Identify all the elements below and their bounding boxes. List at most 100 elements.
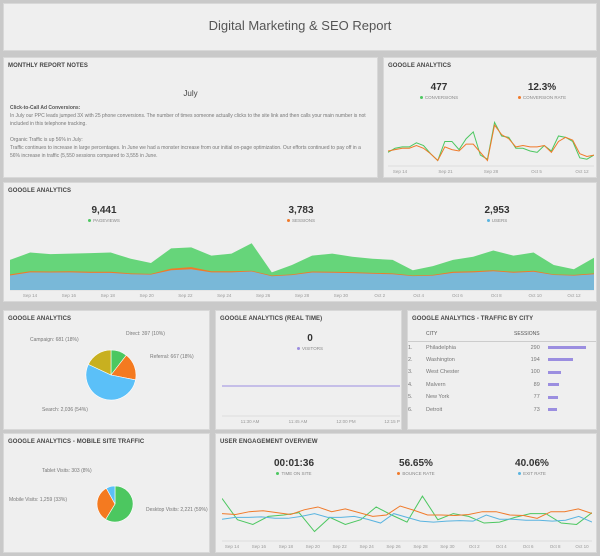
city-table: CITY SESSIONS 1. Philadelphia 290 2. Washingt… <box>408 327 596 416</box>
city-row: 3. West Chester 100 <box>408 366 596 379</box>
x-tick-label: Sep 16 <box>252 544 267 549</box>
x-tick-label: Oct 8 <box>550 544 561 549</box>
x-tick-label: 11:30 AM <box>241 419 260 424</box>
city-panel: GOOGLE ANALYTICS - TRAFFIC BY CITY CITY S… <box>407 310 597 430</box>
city-name: Malvern <box>426 381 446 388</box>
kpi-value: 12.3% <box>527 82 557 93</box>
kpi-label: BOUNCE RATE <box>402 471 435 476</box>
rank: 5. <box>408 394 413 401</box>
city-name: Detroit <box>426 406 443 413</box>
kpi-label: USERS <box>491 218 508 223</box>
notes-month: July <box>183 89 198 98</box>
kpi-label: PAGEVIEWS <box>93 218 120 223</box>
kpi-value: 00:01:36 <box>273 458 315 469</box>
x-tick-label: Oct 10 <box>575 544 589 549</box>
x-tick-label: Oct 6 <box>523 544 534 549</box>
kpi-value: 56.65% <box>399 458 433 469</box>
pie-label: Search: 2,036 (54%) <box>42 407 88 413</box>
notes-body: Click-to-Call Ad Conversions: In July ou… <box>10 104 369 160</box>
sources-pie-chart <box>85 349 137 401</box>
rank: 1. <box>408 344 413 351</box>
x-tick-label: Oct 12 <box>567 293 581 298</box>
engagement-panel: USER ENGAGEMENT OVERVIEW 00:01:36 TIME ON… <box>215 433 597 553</box>
header-panel: Digital Marketing & SEO Report <box>3 3 597 51</box>
x-tick-label: Sep 26 <box>256 293 271 298</box>
x-tick-label: Oct 2 <box>374 293 385 298</box>
pie-slice <box>85 363 136 401</box>
x-tick-label: 12:15 PM <box>384 419 400 424</box>
line-series <box>388 123 594 162</box>
x-tick-label: Sep 14 <box>23 293 38 298</box>
conversions-chart: Sep 14 Sep 21 Sep 28 Oct 5 Oct 12 <box>388 120 594 174</box>
sessions-value: 290 <box>530 344 540 351</box>
realtime-chart: 11:30 AM 11:45 AM 12:00 PM 12:15 PM <box>222 385 400 424</box>
sessions-bar <box>547 346 586 349</box>
x-tick-label: Sep 28 <box>413 544 428 549</box>
legend-dot <box>397 472 401 476</box>
pie-slice <box>105 485 134 523</box>
sessions-value: 89 <box>533 381 540 388</box>
kpi-label: CONVERSION RATE <box>522 95 567 100</box>
pie-label: Desktop Visits: 2,221 (59%) <box>146 507 208 513</box>
legend-dot <box>518 472 522 476</box>
city-row: 2. Washington 194 <box>408 354 596 367</box>
x-tick-label: Sep 18 <box>101 293 116 298</box>
panel-title: GOOGLE ANALYTICS - MOBILE SITE TRAFFIC <box>8 439 145 445</box>
city-name: Washington <box>426 356 455 363</box>
sessions-bar <box>547 408 558 412</box>
kpi-value: 477 <box>430 82 448 93</box>
x-tick-label: Sep 28 <box>484 169 499 174</box>
x-tick-label: Sep 21 <box>438 169 453 174</box>
kpi-label: TIME ON SITE <box>281 471 312 476</box>
x-tick-label: Sep 16 <box>62 293 77 298</box>
x-tick-label: Sep 20 <box>139 293 154 298</box>
col-sessions: SESSIONS <box>514 327 548 342</box>
x-tick-label: Oct 12 <box>575 169 589 174</box>
kpi-exit-rate: 40.06% EXIT RATE <box>482 458 582 476</box>
pie-slice <box>105 485 116 505</box>
sessions-value: 73 <box>533 406 540 413</box>
kpi-value: 0 <box>307 333 313 344</box>
notes-text: Traffic continues to increase in large p… <box>10 145 361 159</box>
pie-label: Mobile Visits: 1,259 (33%) <box>9 497 67 503</box>
kpi-label: SESSIONS <box>291 218 315 223</box>
mobile-pie-chart <box>96 485 134 523</box>
x-tick-label: Oct 4 <box>496 544 507 549</box>
legend-dot <box>297 347 301 351</box>
sessions-bar <box>547 383 560 387</box>
sessions-bar <box>547 395 558 399</box>
panel-title: GOOGLE ANALYTICS <box>388 63 452 69</box>
pie-label: Referral: 667 (18%) <box>150 354 194 360</box>
sessions-value: 100 <box>530 369 540 376</box>
panel-title: GOOGLE ANALYTICS <box>8 188 72 194</box>
legend-dot <box>419 96 423 100</box>
x-tick-label: Sep 24 <box>217 293 232 298</box>
city-name: Philadelphia <box>426 344 456 351</box>
x-tick-label: Sep 30 <box>440 544 455 549</box>
rank: 6. <box>408 406 413 413</box>
sessions-bar <box>547 358 574 362</box>
x-tick-label: Oct 4 <box>413 293 424 298</box>
sessions-bar <box>547 370 561 374</box>
city-row: 5. New York 77 <box>408 391 596 404</box>
traffic-area-chart: Sep 14 Sep 16 Sep 18 Sep 20 Sep 22 Sep 24 Sep … <box>10 243 594 298</box>
x-tick-label: Sep 24 <box>359 544 374 549</box>
x-tick-label: Sep 20 <box>306 544 321 549</box>
kpi-time-on-site: 00:01:36 TIME ON SITE <box>244 458 344 476</box>
x-tick-label: Oct 5 <box>531 169 542 174</box>
legend-dot <box>486 219 490 223</box>
engagement-chart: Sep 14 Sep 16 Sep 18 Sep 20 Sep 22 Sep 24 Sep … <box>222 495 592 549</box>
pie-label: Tablet Visits: 303 (8%) <box>42 468 92 474</box>
city-name: West Chester <box>426 369 460 376</box>
panel-title: MONTHLY REPORT NOTES <box>8 63 89 69</box>
conversions-panel: GOOGLE ANALYTICS 477 CONVERSIONS 12.3% CON… <box>383 57 597 178</box>
pie-label: Direct: 397 (10%) <box>126 331 165 337</box>
x-tick-label: Sep 14 <box>225 544 240 549</box>
x-tick-label: Sep 22 <box>333 544 348 549</box>
area-series <box>10 269 594 290</box>
x-tick-label: Sep 30 <box>334 293 349 298</box>
col-city: CITY <box>426 327 514 342</box>
kpi-visitors: 0 VISITORS <box>260 333 360 351</box>
sessions-value: 194 <box>530 356 540 363</box>
mobile-panel: GOOGLE ANALYTICS - MOBILE SITE TRAFFIC D… <box>3 433 210 553</box>
